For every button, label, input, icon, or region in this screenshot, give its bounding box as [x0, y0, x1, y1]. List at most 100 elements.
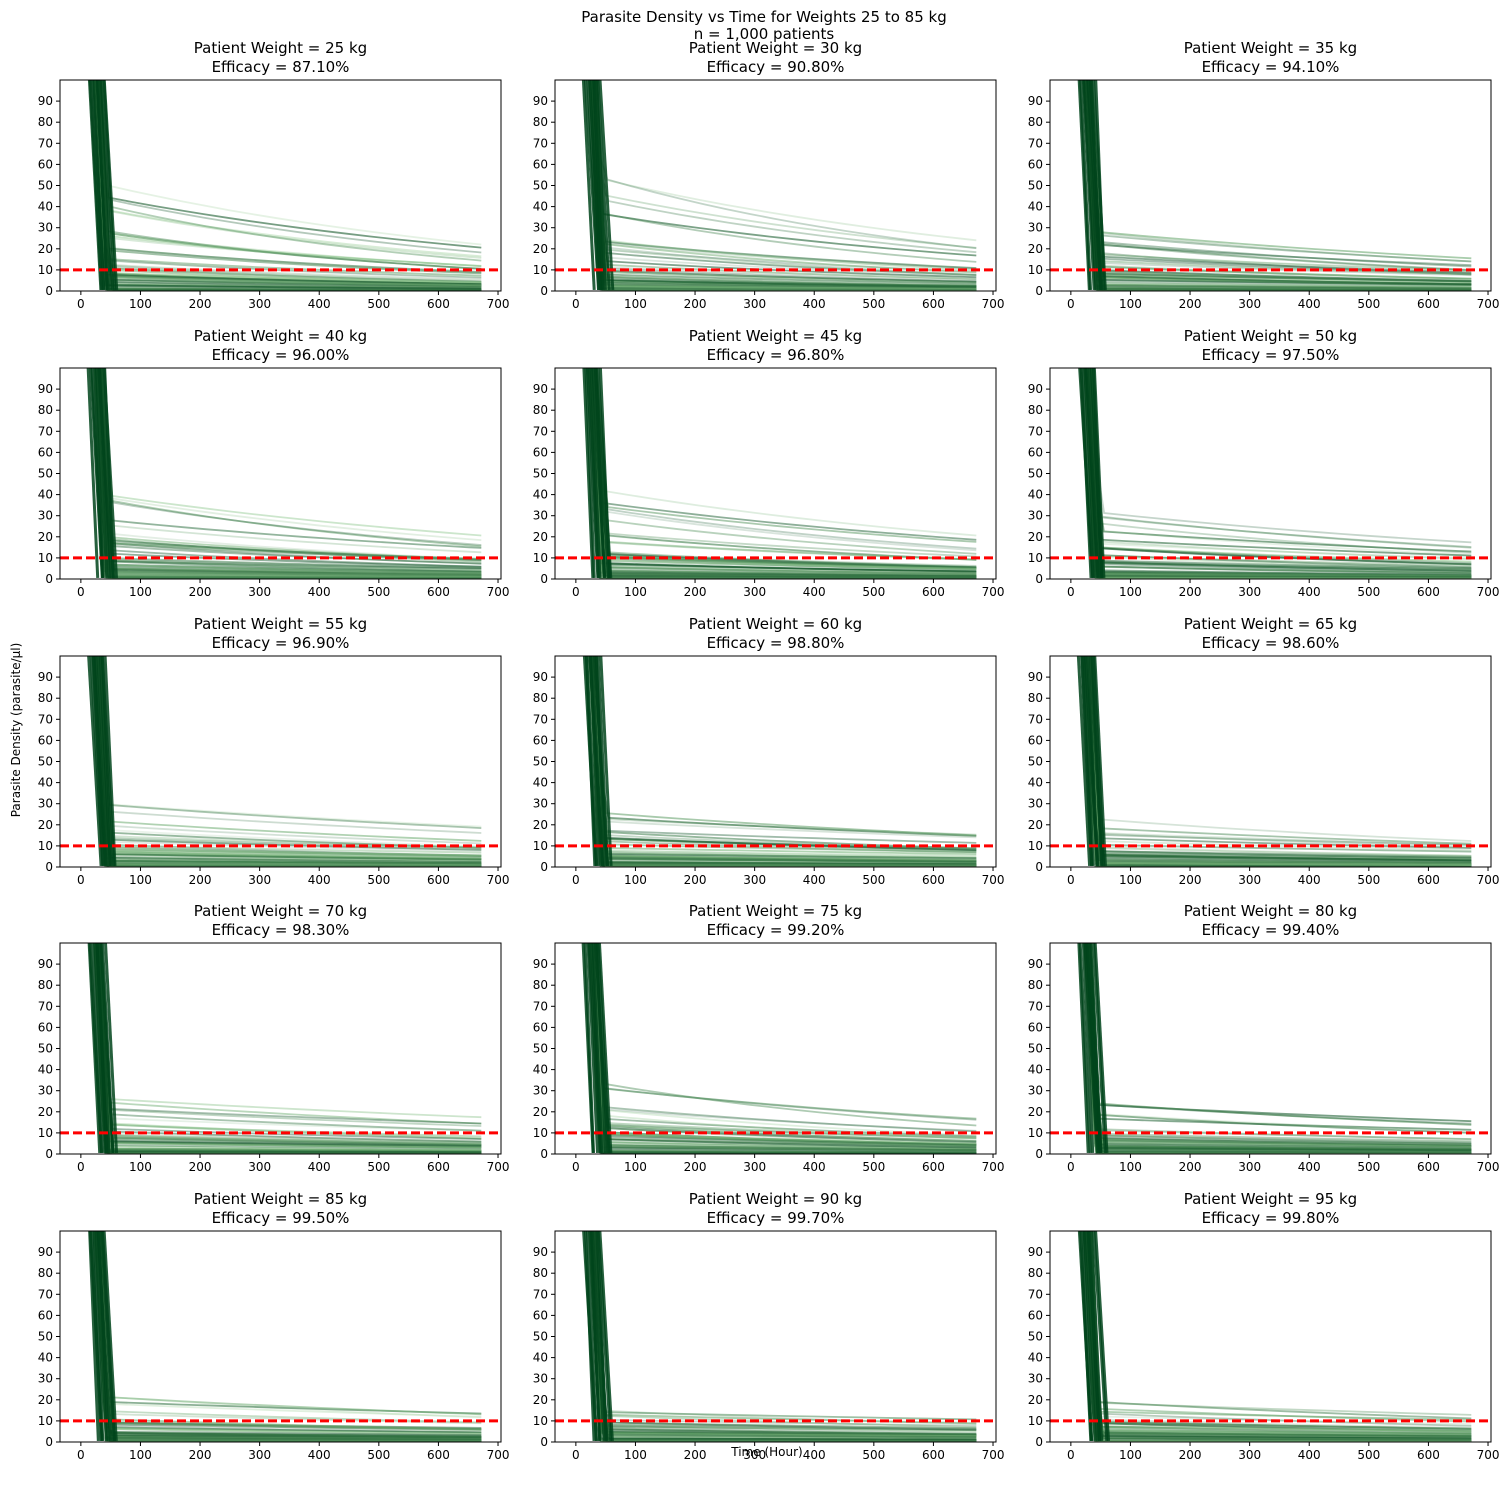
- patient-curve: [589, 1231, 602, 1442]
- x-tick-label: 300: [1238, 873, 1261, 887]
- patient-curve: [596, 656, 610, 867]
- x-tick-label: 200: [1179, 585, 1202, 599]
- x-tick-label: 0: [1067, 585, 1075, 599]
- patient-curve: [593, 943, 977, 1144]
- y-tick-label: 30: [38, 797, 53, 811]
- patient-curve: [593, 368, 977, 573]
- x-tick-label: 100: [624, 585, 647, 599]
- patient-curve: [1084, 1231, 1472, 1438]
- patient-curve: [1084, 656, 1472, 865]
- x-tick-label: 500: [367, 585, 390, 599]
- y-tick-label: 70: [38, 712, 53, 726]
- y-tick-label: 90: [1028, 94, 1043, 108]
- patient-curve: [588, 656, 977, 863]
- x-tick-label: 200: [684, 1160, 707, 1174]
- y-tick-label: 0: [1035, 860, 1043, 874]
- subplot-title: Patient Weight = 50 kg: [1184, 327, 1357, 345]
- y-tick-label: 10: [1028, 263, 1043, 277]
- patient-curve: [94, 656, 108, 867]
- patient-curve: [593, 943, 977, 1146]
- y-tick-label: 20: [1028, 1393, 1043, 1407]
- y-tick-label: 50: [1028, 1330, 1043, 1344]
- patient-curve: [589, 656, 977, 861]
- patient-curve: [594, 368, 977, 558]
- y-tick-label: 20: [533, 530, 548, 544]
- x-tick-label: 400: [803, 1448, 826, 1462]
- patient-curve: [93, 368, 105, 579]
- x-tick-label: 600: [922, 1160, 945, 1174]
- x-tick-label: 700: [982, 1448, 1005, 1462]
- x-tick-label: 600: [922, 585, 945, 599]
- x-tick-label: 0: [1067, 1448, 1075, 1462]
- y-tick-label: 60: [1028, 1020, 1043, 1034]
- patient-curve: [595, 1231, 608, 1442]
- patient-curve: [591, 368, 977, 570]
- patient-curve: [590, 368, 977, 550]
- y-tick-label: 70: [533, 999, 548, 1013]
- x-tick-label: 200: [684, 1448, 707, 1462]
- y-tick-label: 30: [533, 509, 548, 523]
- patient-curve: [1090, 368, 1472, 548]
- subplot-efficacy: Efficacy = 99.70%: [707, 1209, 845, 1227]
- y-tick-label: 20: [38, 818, 53, 832]
- y-tick-label: 50: [533, 467, 548, 481]
- figure-title-line2: n = 1,000 patients: [694, 25, 835, 43]
- y-tick-label: 0: [540, 1435, 548, 1449]
- patient-curve: [98, 368, 482, 568]
- patient-curve: [97, 943, 482, 1146]
- x-tick-label: 500: [367, 1160, 390, 1174]
- y-tick-label: 50: [533, 1042, 548, 1056]
- y-tick-label: 60: [38, 1020, 53, 1034]
- y-tick-label: 50: [38, 755, 53, 769]
- patient-curve: [598, 368, 612, 579]
- patient-curve: [592, 1231, 977, 1442]
- patient-curve: [587, 368, 600, 579]
- y-tick-label: 50: [38, 179, 53, 193]
- patient-curve: [590, 368, 977, 579]
- x-tick-label: 100: [1119, 297, 1142, 311]
- x-tick-label: 700: [982, 873, 1005, 887]
- subplot-title: Patient Weight = 90 kg: [689, 1190, 862, 1208]
- y-tick-label: 70: [1028, 1287, 1043, 1301]
- patient-curve: [92, 1231, 105, 1442]
- x-tick-label: 500: [862, 297, 885, 311]
- x-tick-label: 200: [684, 297, 707, 311]
- patient-curve: [591, 943, 977, 1153]
- patient-curve: [1089, 1231, 1104, 1442]
- patient-curve: [1090, 656, 1104, 867]
- patient-curve: [591, 943, 604, 1154]
- x-tick-label: 700: [487, 585, 510, 599]
- x-tick-label: 400: [308, 297, 331, 311]
- patient-curve: [595, 943, 607, 1154]
- plot-area: [582, 368, 977, 579]
- patient-curve: [1084, 943, 1472, 1123]
- patient-curve: [1091, 80, 1472, 263]
- patient-curve: [86, 368, 100, 579]
- patient-curve: [594, 368, 606, 579]
- y-tick-label: 60: [533, 445, 548, 459]
- patient-curve: [1079, 80, 1093, 291]
- x-tick-label: 0: [572, 1160, 580, 1174]
- subplot-efficacy: Efficacy = 98.30%: [212, 921, 350, 939]
- subplot-title: Patient Weight = 35 kg: [1184, 39, 1357, 57]
- x-tick-label: 300: [1238, 585, 1261, 599]
- patient-curve: [100, 368, 482, 574]
- patient-curve: [599, 656, 613, 867]
- patient-curve: [1094, 80, 1106, 291]
- y-tick-label: 90: [533, 670, 548, 684]
- patient-curve: [595, 368, 977, 543]
- x-tick-label: 100: [624, 873, 647, 887]
- patient-curve: [1081, 1231, 1094, 1442]
- x-tick-label: 600: [1417, 297, 1440, 311]
- patient-curve: [104, 943, 119, 1154]
- patient-curve: [1090, 80, 1472, 290]
- x-tick-label: 700: [982, 585, 1005, 599]
- patient-curve: [591, 368, 977, 577]
- x-tick-label: 700: [1477, 1160, 1500, 1174]
- x-tick-label: 700: [1477, 585, 1500, 599]
- x-tick-label: 200: [189, 1448, 212, 1462]
- y-tick-label: 70: [38, 1287, 53, 1301]
- x-tick-label: 500: [367, 1448, 390, 1462]
